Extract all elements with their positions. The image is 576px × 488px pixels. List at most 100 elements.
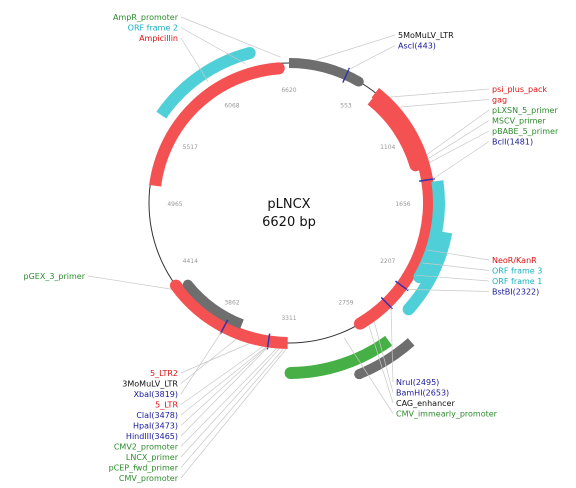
gag-arc [367,95,422,168]
feature-label: HpaI(3473) [133,422,178,431]
feature-label: AmpR_promoter [113,13,179,22]
tick-label: 6620 [281,87,296,94]
tick-label: 4414 [183,258,198,265]
3momulv-ltr-arc [183,281,244,329]
feature-label: 5_LTR [155,401,178,410]
tick-label: 1104 [380,144,395,151]
leader-line [180,338,237,384]
leader-line [180,347,268,437]
ampicillin-arc [149,62,280,187]
plasmid-name: pLNCX [267,197,310,212]
feature-label: pLXSN_5_primer [492,106,558,115]
leader-line [180,37,209,82]
5momulv-ltr-arrowhead [353,76,364,87]
restriction-site-mark [219,319,229,335]
restriction-site-mark [266,333,271,350]
leader-line [180,27,246,64]
leader-line [180,346,264,405]
label-leader-lines [87,16,490,479]
leader-line [368,325,394,404]
feature-label: BamHI(2653) [396,389,449,398]
tick-label: 5517 [183,144,198,151]
feature-label: ClaI(3478) [136,411,178,420]
tick-label: 6068 [224,102,239,109]
feature-label: pCEP_fwd_primer [109,464,179,473]
5-ltr2-arrowhead [169,279,182,292]
neo-kanr-arc [356,214,435,329]
tick-label: 3311 [281,315,296,322]
leader-line [373,321,394,393]
feature-label: 5_LTR2 [150,369,178,378]
5momulv-ltr-arc [288,58,362,87]
feature-label: ORF frame 2 [128,24,178,33]
plasmid-length: 6620 bp [262,215,316,230]
tick-label: 1656 [395,201,410,208]
neo-kanr-arrowhead [353,317,366,330]
restriction-site-mark [419,177,436,183]
leader-line [180,348,280,458]
feature-label: 3MoMuLV_LTR [122,380,178,389]
feature-label: NeoR/KanR [492,256,537,265]
leader-line [348,45,396,71]
restriction-site-marks [219,67,436,350]
leader-line [180,16,281,58]
tick-label: 2207 [380,258,395,265]
ampicillin-arrowhead [272,62,285,75]
orf-frame-1-arc [404,231,453,314]
restriction-site-mark [342,67,351,83]
feature-label: Ampicillin [139,34,178,43]
leader-line [427,249,490,261]
cmv-enhancer-block-arrowhead [354,369,365,380]
feature-label: CAG_enhancer [396,399,455,408]
gag-arrowhead [409,159,422,172]
feature-label: CMV_immearly_promoter [396,410,498,419]
leader-line [344,337,394,414]
tick-label: 2759 [338,300,353,307]
orf-frame-2-arrowhead [243,47,256,60]
feature-arcs [149,47,453,380]
leader-line [432,141,490,180]
leader-line [180,343,250,374]
tick-label: 3862 [224,300,239,307]
leader-line [427,120,490,159]
restriction-site-mark [380,296,393,310]
feature-label: CMV_promoter [119,474,179,483]
feature-label: pGEX_3_primer [24,272,86,281]
feature-label: BstBI(2322) [492,288,539,297]
feature-label: BclI(1481) [492,138,533,147]
feature-label: HindIII(3465) [126,432,178,441]
feature-label: XbaI(3819) [134,390,178,399]
leader-line [415,274,490,282]
leader-line [180,346,267,426]
leader-line [422,262,490,271]
feature-label: MSCV_primer [492,117,546,126]
feature-label: ORF frame 3 [492,267,542,276]
lncx-insert-arc [290,335,393,379]
tick-labels: 6620 553 1104 1656 2207 2759 3311 3862 4414 4965 5… [167,87,410,322]
feature-label: gag [492,96,507,105]
leader-line [180,348,284,468]
feature-label: AscI(443) [398,42,436,51]
leader-line [429,130,490,163]
leader-line [87,275,172,290]
orf-frame-1-arrowhead [402,303,415,316]
3momulv-ltr-arrowhead [182,279,193,290]
leader-line [180,348,287,479]
leader-line [390,307,394,383]
tick-label: 553 [340,102,352,109]
tick-label: 4965 [167,201,182,208]
orf-frame-3-arc [414,180,445,281]
feature-label: LNCX_primer [126,453,179,462]
feature-label: psi_plus_pack [492,85,547,94]
5-ltr2-arc [171,282,288,349]
feature-labels: 5MoMuLV_LTR AscI(443) psi_plus_packgagpLXS… [24,13,559,483]
leader-line [389,88,490,98]
leader-line [406,289,490,292]
leader-line [399,99,490,108]
restriction-site-mark [394,280,409,292]
leader-line [426,109,490,156]
feature-label: NruI(2495) [396,378,439,387]
feature-label: ORF frame 1 [492,277,542,286]
orf-frame-2-arc [156,47,252,119]
